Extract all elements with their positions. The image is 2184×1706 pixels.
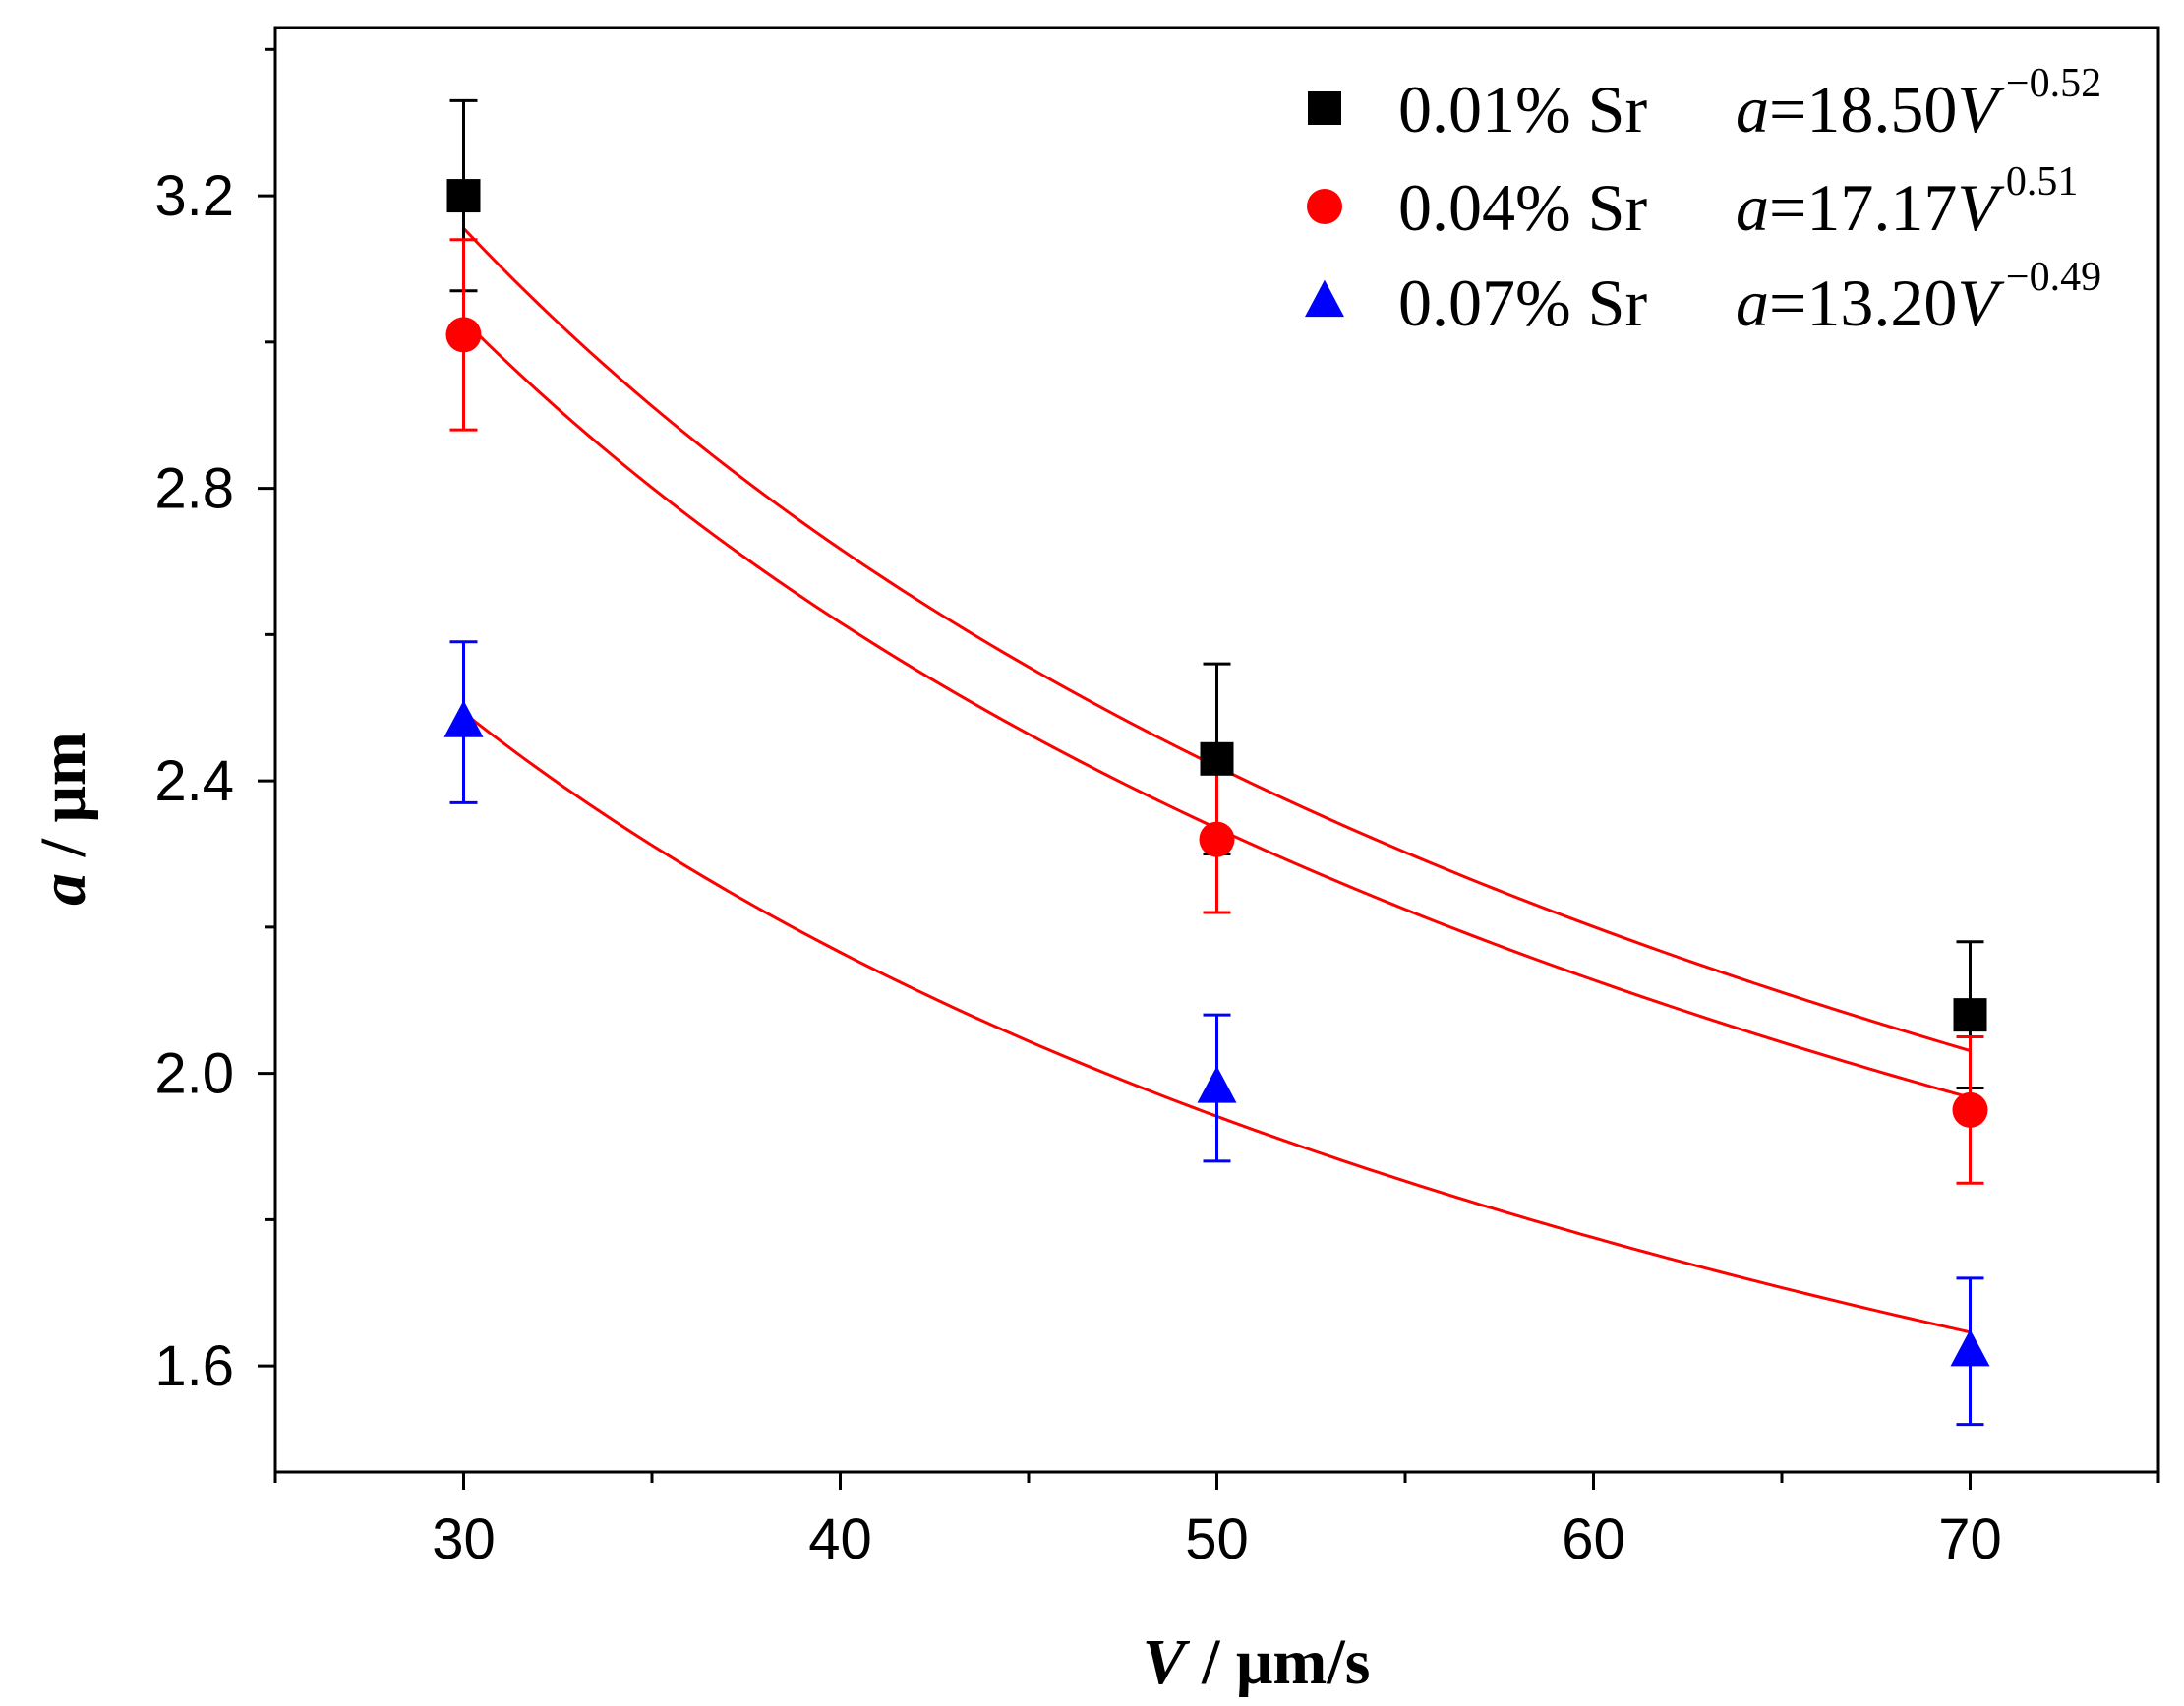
fit-equation-coefficient: 18.50 bbox=[1806, 72, 1957, 147]
legend-label: 0.07% Sr bbox=[1398, 265, 1647, 340]
fit-equation-equals: = bbox=[1769, 265, 1806, 340]
fit-equation-exponent: −0.49 bbox=[2006, 255, 2101, 300]
legend-label: 0.04% Sr bbox=[1398, 170, 1647, 245]
x-tick-labels: 30 40 50 60 70 bbox=[432, 1507, 2002, 1571]
data-point bbox=[446, 179, 481, 213]
data-point bbox=[445, 317, 482, 353]
x-tick-label: 40 bbox=[808, 1507, 872, 1571]
data-markers bbox=[443, 179, 1990, 1367]
x-axis-ticks bbox=[273, 1472, 2160, 1490]
data-point bbox=[1953, 998, 1987, 1032]
legend-marker bbox=[1305, 279, 1344, 318]
y-axis-variable: a bbox=[28, 873, 99, 906]
fit-curve bbox=[462, 227, 1971, 1052]
fit-equation-coefficient: 13.20 bbox=[1806, 265, 1957, 340]
fit-equation: a=18.50V −0.52 bbox=[1736, 61, 2101, 147]
y-tick-label: 2.8 bbox=[154, 457, 234, 521]
x-tick-label: 60 bbox=[1562, 1507, 1625, 1571]
fit-equation-exponent: 0.51 bbox=[2006, 159, 2079, 205]
data-point bbox=[1950, 1328, 1990, 1367]
fit-equation-base: V bbox=[1957, 72, 2005, 147]
fit-equation-base: V bbox=[1957, 170, 2005, 245]
y-tick-label: 2.0 bbox=[154, 1042, 234, 1106]
x-axis-variable: V bbox=[1143, 1626, 1191, 1698]
legend: 0.01% Sr a=18.50V −0.520.04% Sr a=17.17V 0.5… bbox=[1305, 61, 2101, 340]
x-tick-label: 70 bbox=[1938, 1507, 2002, 1571]
legend-marker bbox=[1308, 91, 1341, 125]
x-axis-title: V / μm/s bbox=[1143, 1626, 1371, 1698]
data-point bbox=[1199, 821, 1235, 857]
data-point bbox=[1200, 741, 1234, 776]
fit-equation-equals: = bbox=[1769, 72, 1806, 147]
y-axis-ticks bbox=[258, 47, 275, 1368]
y-tick-label: 3.2 bbox=[154, 164, 234, 228]
fit-equation-variable: a bbox=[1736, 170, 1769, 245]
y-tick-label: 1.6 bbox=[154, 1334, 234, 1398]
y-tick-labels: 1.6 2.0 2.4 2.8 3.2 bbox=[154, 164, 234, 1398]
y-tick-label: 2.4 bbox=[154, 749, 234, 813]
x-tick-label: 50 bbox=[1185, 1507, 1249, 1571]
y-axis-unit: / μm bbox=[28, 732, 99, 873]
fit-equation-coefficient: 17.17 bbox=[1806, 170, 1957, 245]
x-tick-label: 30 bbox=[432, 1507, 496, 1571]
fit-equation: a=13.20V −0.49 bbox=[1736, 255, 2101, 340]
fit-equation-variable: a bbox=[1736, 72, 1769, 147]
x-axis-unit: / μm/s bbox=[1186, 1626, 1371, 1698]
fit-equation-base: V bbox=[1957, 265, 2005, 340]
y-axis-title: a / μm bbox=[28, 732, 99, 906]
data-point bbox=[1197, 1066, 1237, 1103]
fit-equation-variable: a bbox=[1736, 265, 1769, 340]
fit-equation-exponent: −0.52 bbox=[2006, 61, 2101, 106]
data-point bbox=[443, 700, 484, 737]
data-point bbox=[1952, 1091, 1988, 1128]
legend-label: 0.01% Sr bbox=[1398, 72, 1647, 147]
fit-equation: a=17.17V 0.51 bbox=[1736, 159, 2078, 245]
fit-equation-equals: = bbox=[1769, 170, 1806, 245]
legend-marker bbox=[1307, 189, 1342, 224]
